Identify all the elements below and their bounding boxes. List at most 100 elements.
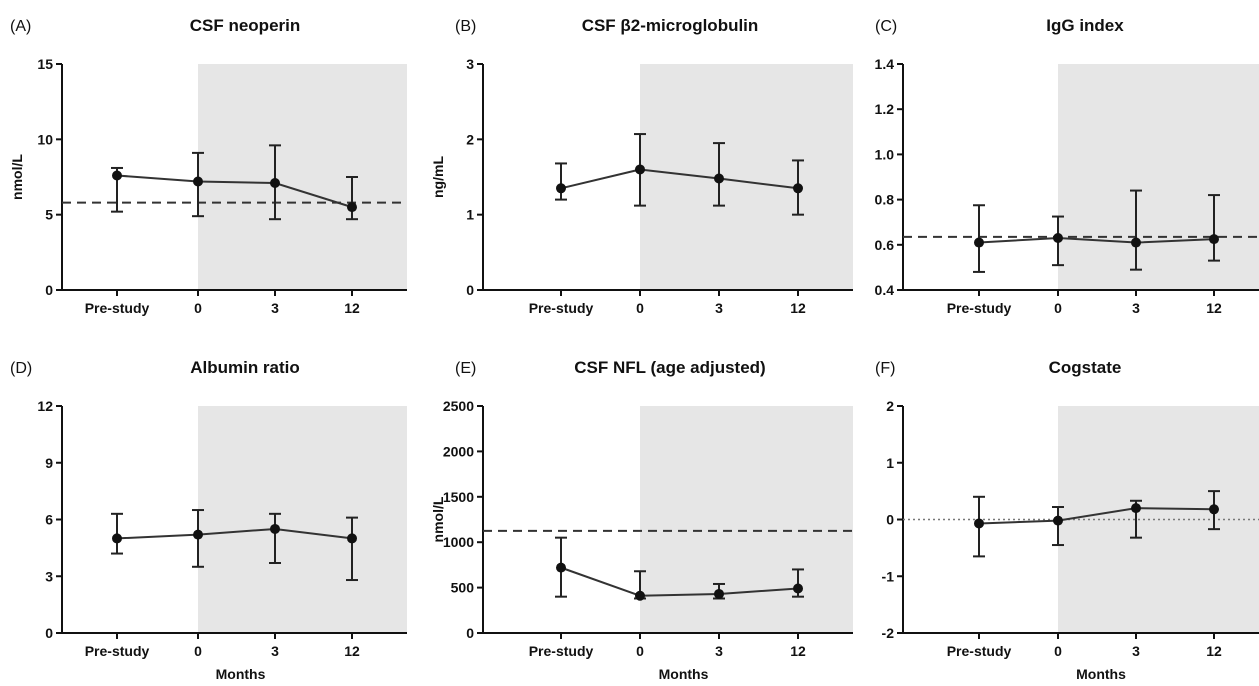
y-tick-label: 0 (45, 625, 53, 641)
x-tick-label: Pre-study (85, 300, 150, 316)
data-point (270, 523, 280, 534)
x-tick-label: 3 (1132, 643, 1140, 659)
series-line (560, 168, 799, 190)
data-point (635, 164, 645, 175)
chart-panel-4: 0 3 6 9 12 Pre-study 0 3 12 (D) Albumin ratio Month… (10, 358, 407, 682)
data-point (974, 518, 984, 529)
y-tick-label: -2 (882, 625, 895, 641)
y-tick-label: 0.8 (875, 192, 895, 208)
y-tick-label: 1500 (443, 489, 474, 505)
data-point (1209, 504, 1219, 515)
series-line (978, 237, 1215, 244)
panel-label: (E) (455, 360, 476, 377)
data-point (347, 202, 357, 213)
y-axis-title: ng/mL (430, 156, 446, 198)
y-tick-label: 1.2 (875, 101, 895, 117)
data-point (793, 583, 803, 594)
x-tick-label: 0 (636, 643, 644, 659)
data-point (193, 529, 203, 540)
data-point (793, 183, 803, 194)
chart-panel-3: 0.4 0.6 0.8 1.0 1.2 1.4 Pre-study 0 3 12 (C) IgG in… (875, 16, 1259, 316)
x-tick-label: Pre-study (947, 643, 1012, 659)
x-tick-label: 3 (271, 643, 279, 659)
x-tick-label: Pre-study (85, 643, 150, 659)
y-tick-label: 0 (45, 282, 53, 298)
series-line (978, 507, 1215, 525)
x-tick-label: Pre-study (529, 643, 594, 659)
y-tick-label: 0 (886, 512, 894, 528)
y-tick-label: 6 (45, 512, 53, 528)
y-tick-label: 1.4 (875, 56, 895, 72)
x-tick-label: 12 (790, 300, 806, 316)
x-tick-label: Pre-study (947, 300, 1012, 316)
y-tick-label: 9 (45, 455, 53, 471)
shaded-region (1058, 64, 1259, 290)
x-axis-title: Months (216, 666, 266, 682)
data-point (193, 176, 203, 187)
y-tick-label: 3 (466, 56, 474, 72)
y-tick-label: 1 (886, 455, 894, 471)
series-line (116, 174, 353, 209)
y-tick-label: 0.6 (875, 237, 895, 253)
panel-label: (D) (10, 360, 32, 377)
shaded-region (198, 64, 407, 290)
panel-title: CSF β2-microglobulin (582, 16, 759, 35)
y-tick-label: 15 (37, 56, 53, 72)
x-tick-label: 3 (715, 643, 723, 659)
data-point (1131, 503, 1141, 514)
x-tick-label: 12 (344, 300, 360, 316)
data-point (347, 533, 357, 544)
panel-label: (B) (455, 18, 476, 35)
series-line (116, 527, 353, 540)
y-axis-title: nmol/L (430, 496, 446, 542)
chart-panel-5: 0 500 1000 1500 2000 2500 Pre-study 0 3 12 (E) CSF … (430, 358, 853, 682)
shaded-region (198, 406, 407, 633)
x-tick-label: 12 (1206, 643, 1222, 659)
panel-label: (F) (875, 360, 895, 377)
data-point (112, 533, 122, 544)
y-tick-label: 1.0 (875, 146, 895, 162)
data-point (635, 590, 645, 601)
y-tick-label: 1 (466, 207, 474, 223)
data-point (1131, 237, 1141, 248)
data-point (714, 173, 724, 184)
x-tick-label: 12 (344, 643, 360, 659)
y-tick-label: 0.4 (875, 282, 895, 298)
panel-label: (C) (875, 18, 897, 35)
data-point (1053, 515, 1063, 526)
x-tick-label: 0 (194, 643, 202, 659)
shaded-region (640, 64, 853, 290)
x-tick-label: 0 (194, 300, 202, 316)
x-axis-title: Months (1076, 666, 1126, 682)
panel-title: Cogstate (1049, 358, 1122, 377)
x-tick-label: 12 (790, 643, 806, 659)
x-tick-label: Pre-study (529, 300, 594, 316)
x-axis-title: Months (659, 666, 709, 682)
x-tick-label: 0 (636, 300, 644, 316)
panel-title: CSF NFL (age adjusted) (574, 358, 765, 377)
x-tick-label: 0 (1054, 300, 1062, 316)
x-tick-label: 3 (715, 300, 723, 316)
x-tick-label: 3 (1132, 300, 1140, 316)
data-point (112, 170, 122, 181)
panel-label: (A) (10, 18, 31, 35)
panel-title: CSF neoperin (190, 16, 301, 35)
y-tick-label: -1 (882, 568, 895, 584)
y-tick-label: 0 (466, 282, 474, 298)
y-tick-label: 5 (45, 207, 53, 223)
y-axis-title: nmol/L (9, 154, 25, 200)
y-tick-label: 2000 (443, 443, 474, 459)
shaded-region (640, 406, 853, 633)
y-tick-label: 3 (45, 568, 53, 584)
y-tick-label: 12 (37, 398, 53, 414)
series-line (560, 566, 799, 597)
x-tick-label: 3 (271, 300, 279, 316)
panel-title: IgG index (1046, 16, 1124, 35)
x-tick-label: 0 (1054, 643, 1062, 659)
y-tick-label: 2 (466, 131, 474, 147)
y-tick-label: 1000 (443, 534, 474, 550)
y-tick-label: 2500 (443, 398, 474, 414)
